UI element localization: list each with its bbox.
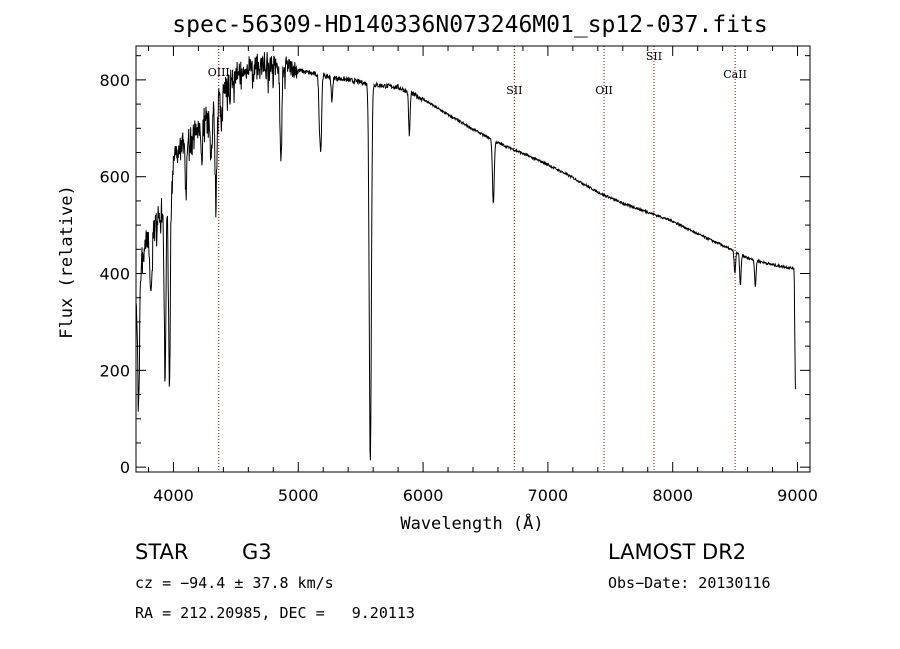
- x-tick-label: 9000: [777, 486, 818, 505]
- y-tick-label: 0: [120, 458, 130, 477]
- marker-label: SII: [646, 50, 662, 63]
- chart-title: spec-56309-HD140336N073246M01_sp12-037.f…: [172, 12, 767, 38]
- x-tick-label: 6000: [403, 486, 444, 505]
- coordinates: RA = 212.20985, DEC = 9.20113: [135, 604, 415, 622]
- survey-name: LAMOST DR2: [608, 540, 747, 564]
- x-axis-label: Wavelength (Å): [400, 512, 543, 534]
- axis-ticks: 4000 5000 6000 7000 8000 9000 0 200 400 600 800: [99, 46, 818, 505]
- obs-date: Obs−Date: 20130116: [608, 574, 771, 592]
- x-tick-label: 7000: [528, 486, 569, 505]
- marker-label: OIII: [208, 66, 230, 79]
- spectrum-line: [135, 52, 796, 461]
- spectrum-chart: spec-56309-HD140336N073246M01_sp12-037.f…: [57, 12, 818, 534]
- x-tick-label: 5000: [278, 486, 319, 505]
- y-tick-label: 400: [99, 265, 130, 284]
- object-subclass: G3: [242, 540, 272, 564]
- y-tick-label: 600: [99, 168, 130, 187]
- x-tick-label: 4000: [153, 486, 194, 505]
- y-axis-label: Flux (relative): [57, 185, 77, 339]
- redshift-readout: cz = −94.4 ± 37.8 km/s: [135, 574, 334, 592]
- object-class: STAR: [135, 540, 189, 564]
- marker-label: SII: [506, 84, 522, 97]
- spectral-line-markers: OIII SII OII SII CaII: [208, 46, 747, 472]
- y-tick-label: 800: [99, 71, 130, 90]
- marker-label: OII: [595, 84, 613, 97]
- plot-frame: [135, 45, 811, 473]
- x-tick-label: 8000: [652, 486, 693, 505]
- y-tick-label: 200: [99, 361, 130, 380]
- marker-label: CaII: [723, 68, 747, 81]
